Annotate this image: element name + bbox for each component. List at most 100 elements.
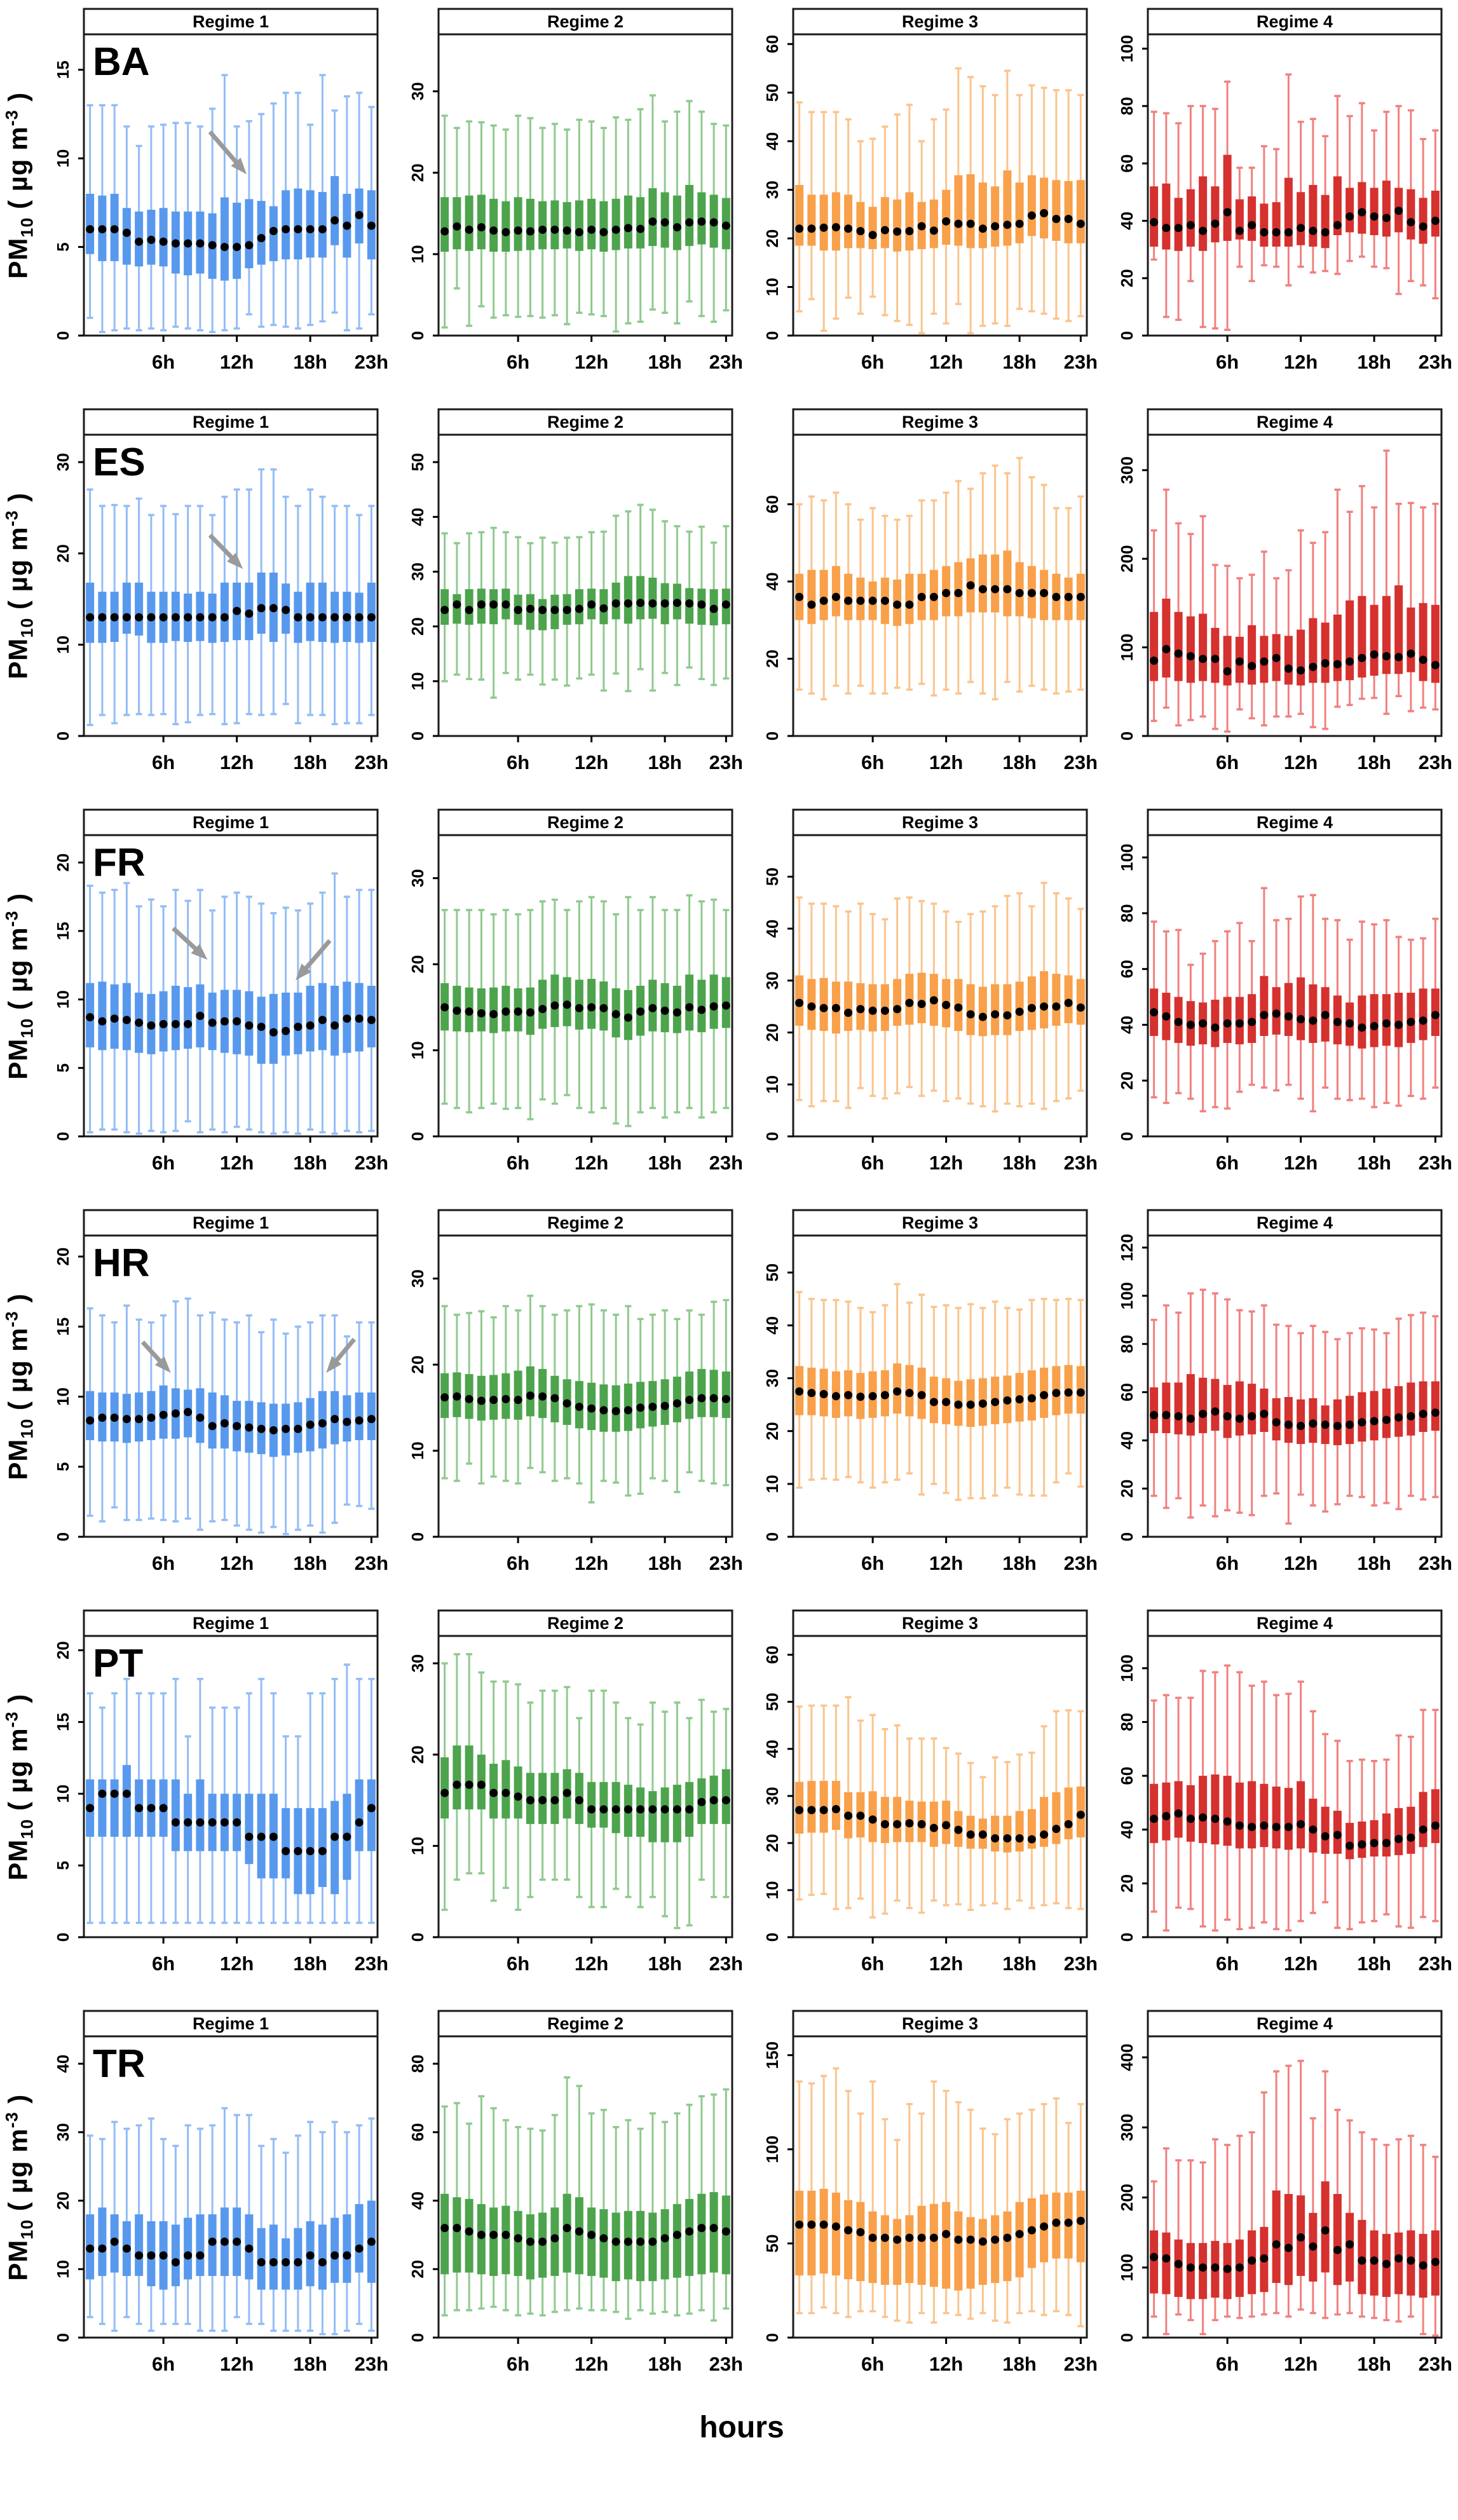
y-tick-label: 40 [763, 920, 782, 938]
iqr-box [575, 200, 583, 251]
y-tick-label: 0 [408, 732, 427, 740]
y-tick-label: 10 [408, 672, 427, 690]
median-dot [1162, 2254, 1171, 2263]
median-dot [184, 1818, 193, 1827]
x-tick-label: 18h [1357, 2353, 1391, 2375]
x-tick-label: 6h [1216, 351, 1239, 373]
x-tick-label: 6h [152, 1952, 175, 1975]
median-dot [147, 235, 156, 244]
median-dot [1223, 208, 1232, 217]
panel-title-strip [1147, 408, 1443, 436]
median-dot [135, 237, 144, 246]
median-dot [501, 2230, 510, 2239]
median-dot [122, 1016, 131, 1025]
median-dot [220, 613, 229, 622]
iqr-box [1199, 1776, 1208, 1843]
y-tick-label: 20 [408, 955, 427, 974]
median-dot [1346, 1019, 1354, 1028]
y-tick-label: 10 [763, 1075, 782, 1094]
panel-title-strip [437, 2010, 733, 2038]
median-dot [1394, 1413, 1403, 1422]
median-dot [599, 1406, 608, 1415]
y-axis-title: PM10 ( µg m-3 ) [2, 1694, 37, 1881]
median-dot [611, 1010, 620, 1019]
panel-title: Regime 3 [902, 1213, 978, 1232]
iqr-box [905, 573, 914, 624]
median-dot [514, 1007, 522, 1016]
iqr-box [453, 1745, 461, 1809]
median-dot [562, 606, 571, 615]
iqr-box [1052, 1792, 1061, 1844]
median-dot [660, 1401, 669, 1410]
median-dot [991, 585, 1000, 594]
y-tick-label: 10 [53, 2260, 72, 2278]
iqr-box [1297, 192, 1305, 245]
boxplot-chart: Regime 2 0 10 20 30 6h 12h 18h 23h [408, 808, 742, 1174]
iqr-box [1064, 180, 1073, 243]
median-dot [831, 1392, 840, 1401]
x-tick-label: 6h [152, 1152, 175, 1174]
median-dot [819, 223, 828, 232]
median-dot [282, 1026, 290, 1035]
y-tick-label: 20 [763, 650, 782, 668]
median-dot [868, 1392, 877, 1401]
median-dot [367, 1016, 376, 1025]
iqr-box [1333, 2194, 1342, 2285]
x-axis-title: hours [699, 2411, 784, 2444]
median-dot [880, 2233, 889, 2242]
y-tick-label: 150 [763, 2041, 782, 2069]
iqr-box [599, 2209, 608, 2278]
plot-frame [792, 2035, 1088, 2339]
plot-frame [1147, 433, 1443, 737]
median-dot [1297, 2233, 1305, 2242]
iqr-box [171, 986, 180, 1051]
annotation-arrow-head [226, 552, 243, 569]
y-tick-label: 0 [53, 1933, 72, 1942]
iqr-box [477, 2203, 486, 2275]
iqr-box [893, 199, 902, 252]
median-dot [184, 2251, 193, 2260]
y-tick-label: 30 [408, 562, 427, 581]
iqr-box [440, 2193, 449, 2275]
median-dot [208, 1422, 217, 1431]
median-dot [1015, 589, 1024, 597]
median-dot [550, 606, 559, 615]
median-dot [1003, 1011, 1012, 1020]
median-dot [636, 1007, 645, 1016]
figure: PM10 ( µg m-3 ) Regime 1 0 5 10 15 6h 12h 18h 23h… [2, 8, 1452, 2444]
iqr-box [1358, 596, 1366, 678]
median-dot [1272, 228, 1281, 236]
panel-title-strip [83, 808, 379, 836]
median-dot [991, 1834, 1000, 1842]
median-dot [196, 239, 205, 248]
median-dot [110, 2237, 119, 2246]
iqr-box [1272, 1787, 1281, 1849]
y-tick-label: 100 [1117, 2254, 1136, 2281]
y-tick-label: 100 [1117, 634, 1136, 661]
median-dot [355, 2244, 364, 2253]
median-dot [1027, 589, 1036, 597]
median-dot [1186, 652, 1195, 661]
iqr-box [306, 190, 315, 258]
median-dot [1186, 221, 1195, 229]
iqr-box [795, 185, 804, 246]
median-dot [1358, 2256, 1366, 2265]
y-tick-label: 0 [408, 2333, 427, 2342]
median-dot [550, 225, 559, 234]
median-dot [330, 613, 339, 622]
median-dot [135, 613, 144, 622]
annotation-arrow-head [191, 944, 208, 960]
iqr-box [233, 202, 242, 279]
median-dot [1248, 1412, 1257, 1420]
median-dot [942, 1821, 951, 1830]
iqr-box [1003, 170, 1012, 246]
y-tick-label: 40 [763, 572, 782, 590]
median-dot [135, 1415, 144, 1424]
median-dot [880, 226, 889, 235]
median-dot [1358, 208, 1366, 217]
median-dot [991, 2235, 1000, 2244]
median-dot [1407, 1833, 1415, 1842]
panel-title-strip [1147, 2010, 1443, 2038]
iqr-box [1431, 604, 1440, 683]
median-dot [1052, 2218, 1061, 2227]
